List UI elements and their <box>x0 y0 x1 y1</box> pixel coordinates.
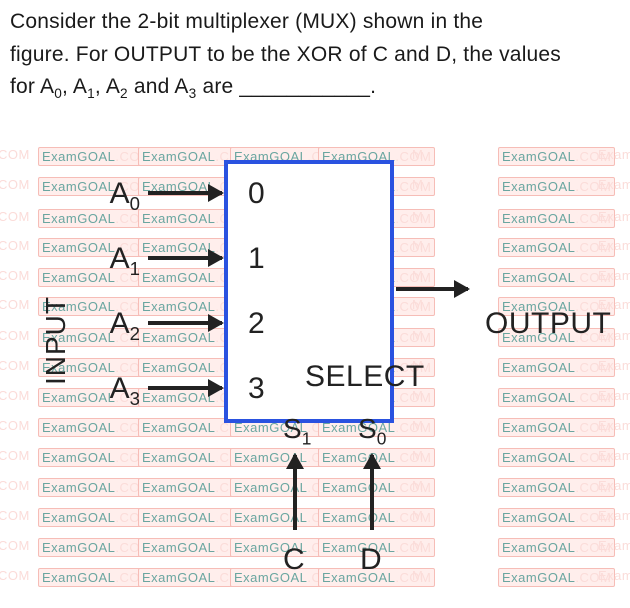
mux-input-index-1: 1 <box>248 242 265 276</box>
watermark-cell: M <box>412 328 423 343</box>
watermark-cell: COM <box>0 147 30 162</box>
select-arrow-1 <box>370 455 374 530</box>
watermark-cell: M <box>412 297 423 312</box>
watermark-cell: Exam <box>598 448 630 463</box>
watermark-cell: Exam <box>598 388 630 403</box>
mux-input-index-2: 2 <box>248 307 265 341</box>
mux-figure: COMExamGOAL.COMExamGOAL.COMExamGOAL.COME… <box>0 135 630 605</box>
watermark-cell: Exam <box>598 209 630 224</box>
input-label-a2: A2 <box>80 307 140 345</box>
watermark-cell: Exam <box>598 508 630 523</box>
watermark-cell: COM <box>0 448 30 463</box>
input-label-a3: A3 <box>80 372 140 410</box>
watermark-cell: M <box>412 478 423 493</box>
watermark-cell: Exam <box>598 568 630 583</box>
watermark-cell: M <box>412 238 423 253</box>
input-side-label: INPUT <box>40 296 72 385</box>
watermark-cell: Exam <box>598 268 630 283</box>
watermark-cell: COM <box>0 268 30 283</box>
watermark-cell: COM <box>0 508 30 523</box>
watermark-cell: Exam <box>598 538 630 553</box>
input-label-a1: A1 <box>80 242 140 280</box>
mux-input-index-0: 0 <box>248 177 265 211</box>
select-arrow-0 <box>293 455 297 530</box>
watermark-cell: M <box>412 448 423 463</box>
q3a: for A <box>10 75 54 98</box>
watermark-cell: M <box>412 209 423 224</box>
watermark-cell: COM <box>0 418 30 433</box>
input-arrow-2 <box>148 321 222 325</box>
q3s2: 2 <box>120 86 128 101</box>
mux-input-index-3: 3 <box>248 372 265 406</box>
q3d: and A <box>128 75 189 98</box>
select-source-c: C <box>283 543 305 577</box>
question-line-1: Consider the 2-bit multiplexer (MUX) sho… <box>10 6 620 39</box>
q3b: , A <box>62 75 87 98</box>
q3c: , A <box>95 75 120 98</box>
watermark-cell: M <box>412 508 423 523</box>
watermark-cell: COM <box>0 297 30 312</box>
watermark-cell: COM <box>0 238 30 253</box>
input-arrow-1 <box>148 256 222 260</box>
output-label: OUTPUT <box>485 307 611 341</box>
watermark-cell: Exam <box>598 238 630 253</box>
watermark-cell: COM <box>0 388 30 403</box>
watermark-cell: M <box>412 418 423 433</box>
input-arrow-0 <box>148 191 222 195</box>
watermark-cell: COM <box>0 358 30 373</box>
watermark-cell: COM <box>0 177 30 192</box>
output-arrow <box>396 287 468 291</box>
watermark-cell: Exam <box>598 147 630 162</box>
watermark-cell: COM <box>0 478 30 493</box>
question-line-2: figure. For OUTPUT to be the XOR of C an… <box>10 39 620 72</box>
watermark-cell: M <box>412 268 423 283</box>
question-line-3: for A0, A1, A2 and A3 are ___________. <box>10 71 620 104</box>
question-text: Consider the 2-bit multiplexer (MUX) sho… <box>0 0 630 104</box>
watermark-cell: M <box>412 177 423 192</box>
watermark-cell: COM <box>0 328 30 343</box>
watermark-cell: COM <box>0 538 30 553</box>
select-label: SELECT <box>305 360 425 394</box>
watermark-cell: Exam <box>598 358 630 373</box>
watermark-cell: M <box>412 147 423 162</box>
q3s0: 0 <box>54 86 62 101</box>
watermark-cell: Exam <box>598 478 630 493</box>
watermark-cell: COM <box>0 209 30 224</box>
watermark-cell: M <box>412 568 423 583</box>
q3e: are ___________. <box>196 75 376 98</box>
watermark-cell: Exam <box>598 418 630 433</box>
select-line-s0: S0 <box>358 413 386 450</box>
input-label-a0: A0 <box>80 177 140 215</box>
watermark-cell: Exam <box>598 177 630 192</box>
select-line-s1: S1 <box>283 413 311 450</box>
q3s1: 1 <box>87 86 95 101</box>
watermark-cell: M <box>412 538 423 553</box>
input-arrow-3 <box>148 386 222 390</box>
watermark-cell: COM <box>0 568 30 583</box>
select-source-d: D <box>360 543 382 577</box>
